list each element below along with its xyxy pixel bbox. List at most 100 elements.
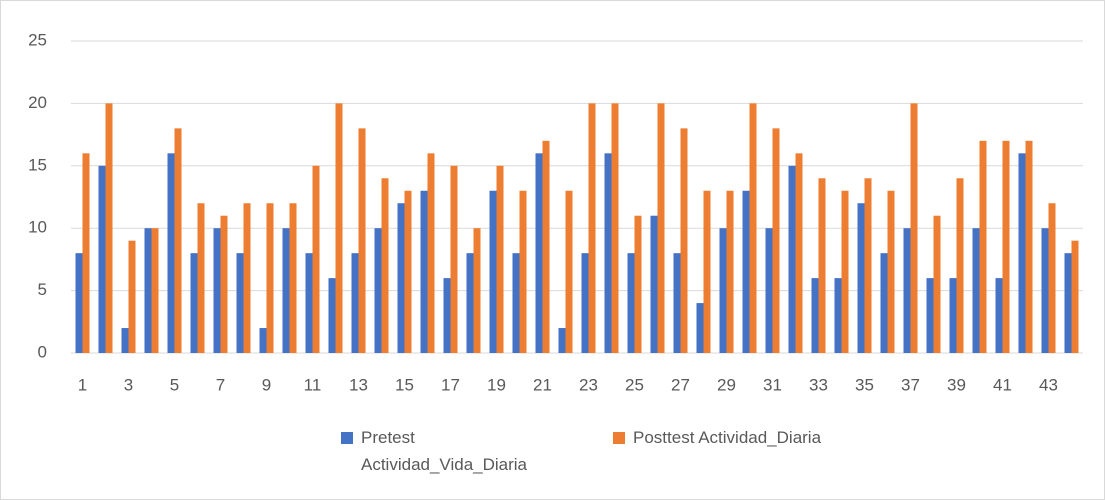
bar xyxy=(374,228,382,353)
bar xyxy=(1064,253,1072,353)
bar xyxy=(427,153,435,353)
x-tick-label: 21 xyxy=(533,375,552,394)
bar xyxy=(588,103,596,354)
bar xyxy=(719,228,727,353)
bar xyxy=(650,215,658,353)
bar xyxy=(282,228,290,353)
x-tick-label: 35 xyxy=(855,375,874,394)
x-tick-label: 3 xyxy=(124,375,133,394)
bar xyxy=(443,278,451,353)
bar xyxy=(772,128,780,353)
bar xyxy=(926,278,934,353)
bar xyxy=(565,190,573,353)
bar xyxy=(657,103,665,354)
x-tick-label: 17 xyxy=(441,375,460,394)
bar xyxy=(358,128,366,353)
bar xyxy=(213,228,221,353)
bar xyxy=(98,165,106,353)
x-tick-label: 1 xyxy=(78,375,87,394)
bar xyxy=(818,178,826,353)
bar xyxy=(121,328,129,353)
bar xyxy=(420,190,428,353)
bar xyxy=(880,253,888,353)
bar xyxy=(259,328,267,353)
bar xyxy=(236,253,244,353)
y-tick-label: 10 xyxy=(28,218,47,237)
legend-label: Pretest Actividad_Vida_Diaria xyxy=(361,428,528,474)
x-tick-label: 37 xyxy=(901,375,920,394)
bar xyxy=(473,228,481,353)
x-tick-label: 7 xyxy=(216,375,225,394)
bar xyxy=(765,228,773,353)
x-tick-label: 9 xyxy=(262,375,271,394)
x-tick-label: 13 xyxy=(349,375,368,394)
y-tick-label: 0 xyxy=(38,342,47,361)
y-tick-label: 25 xyxy=(28,30,47,49)
bar xyxy=(749,103,757,354)
bar xyxy=(535,153,543,353)
bar xyxy=(466,253,474,353)
bar xyxy=(680,128,688,353)
bar xyxy=(696,303,704,353)
bar xyxy=(811,278,819,353)
bar xyxy=(512,253,520,353)
bar xyxy=(956,178,964,353)
bar xyxy=(381,178,389,353)
x-tick-label: 25 xyxy=(625,375,644,394)
x-tick-label: 11 xyxy=(304,375,322,394)
bar xyxy=(1018,153,1026,353)
bar xyxy=(1071,240,1079,353)
x-tick-label: 43 xyxy=(1039,375,1058,394)
bar xyxy=(404,190,412,353)
bar xyxy=(1025,140,1033,353)
bar xyxy=(450,165,458,353)
y-tick-label: 20 xyxy=(28,93,47,112)
bar xyxy=(335,103,343,354)
bar xyxy=(887,190,895,353)
bar xyxy=(266,203,274,353)
bar xyxy=(834,278,842,353)
bar xyxy=(220,215,228,353)
bar xyxy=(105,103,113,354)
bar xyxy=(788,165,796,353)
bar xyxy=(933,215,941,353)
bar xyxy=(151,228,159,353)
bar xyxy=(742,190,750,353)
bar xyxy=(634,215,642,353)
bar xyxy=(289,203,297,353)
legend-swatch xyxy=(613,432,625,444)
bar xyxy=(558,328,566,353)
bar xyxy=(542,140,550,353)
bar xyxy=(351,253,359,353)
bar xyxy=(972,228,980,353)
x-tick-label: 33 xyxy=(809,375,828,394)
bar xyxy=(841,190,849,353)
bar xyxy=(397,203,405,353)
bar xyxy=(1041,228,1049,353)
bar xyxy=(75,253,83,353)
bar xyxy=(903,228,911,353)
x-tick-label: 27 xyxy=(671,375,690,394)
x-tick-label: 15 xyxy=(395,375,414,394)
bar xyxy=(144,228,152,353)
x-tick-label: 5 xyxy=(170,375,179,394)
bar xyxy=(703,190,711,353)
bar xyxy=(312,165,320,353)
x-tick-label: 29 xyxy=(717,375,736,394)
y-tick-label: 5 xyxy=(38,280,47,299)
bar xyxy=(857,203,865,353)
bar xyxy=(167,153,175,353)
x-tick-label: 39 xyxy=(947,375,966,394)
bar xyxy=(243,203,251,353)
bar xyxy=(979,140,987,353)
y-tick-label: 15 xyxy=(28,155,47,174)
bar xyxy=(627,253,635,353)
bar xyxy=(489,190,497,353)
bar xyxy=(611,103,619,354)
x-tick-label: 23 xyxy=(579,375,598,394)
bar xyxy=(864,178,872,353)
bar xyxy=(82,153,90,353)
bar xyxy=(197,203,205,353)
